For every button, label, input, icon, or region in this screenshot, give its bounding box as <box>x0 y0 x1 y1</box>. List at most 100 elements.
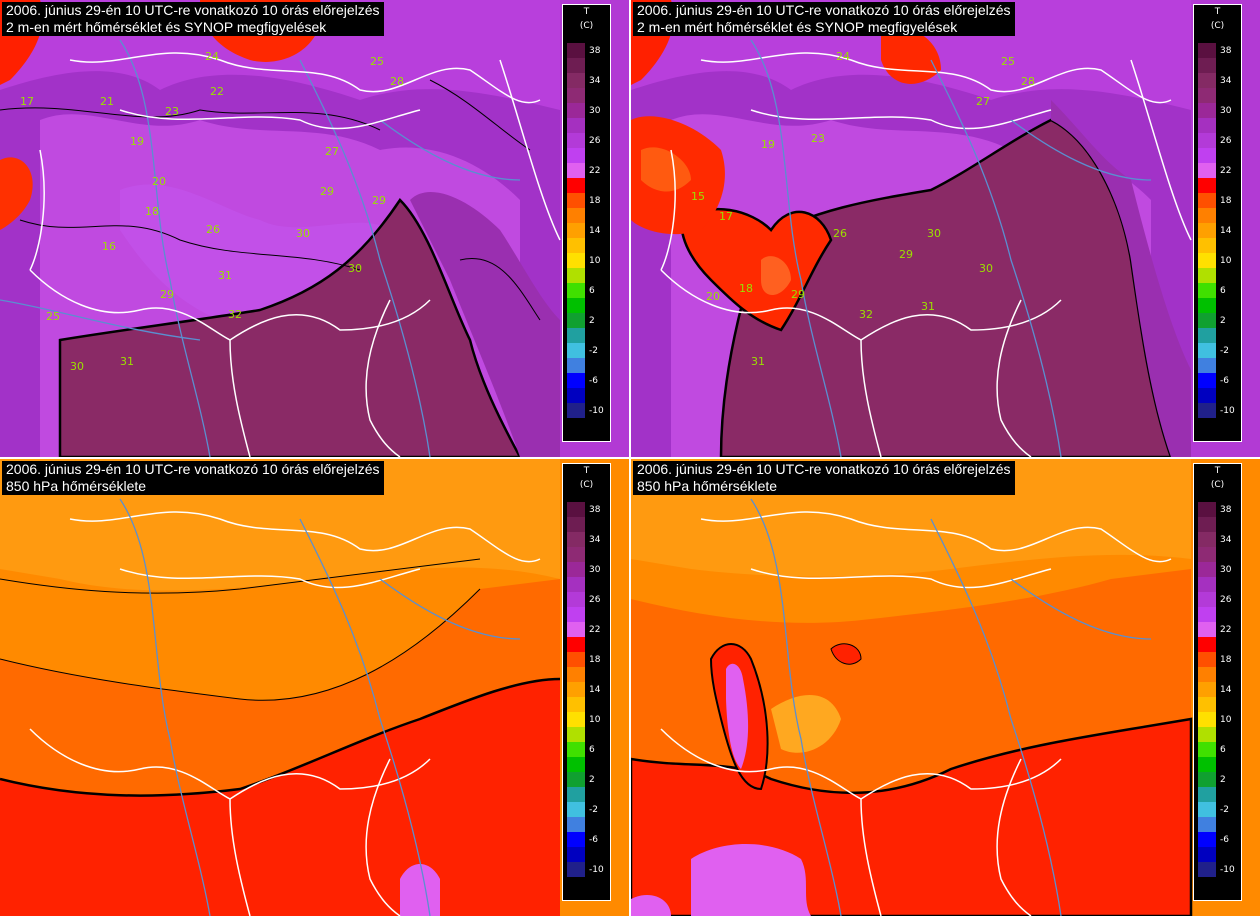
map-title-line1: 2006. június 29-én 10 UTC-re vonatkozó 1… <box>637 461 1011 477</box>
legend-swatch <box>1198 547 1216 562</box>
station-label: 28 <box>390 75 404 88</box>
station-label: 32 <box>859 308 873 321</box>
legend-swatch <box>1198 193 1216 208</box>
station-label: 31 <box>751 355 765 368</box>
legend-swatch <box>1198 682 1216 697</box>
legend-swatch <box>1198 403 1216 418</box>
legend-swatch <box>567 847 585 862</box>
legend-swatch <box>567 313 585 328</box>
station-label: 17 <box>719 210 733 223</box>
legend-tick-label: 6 <box>1220 745 1226 755</box>
legend-tick-label: 34 <box>589 76 601 86</box>
synop-station-labels: 25 28 27 23 26 19 15 17 18 29 30 31 32 2… <box>691 50 1035 368</box>
temperature-map: 25 28 21 17 22 23 27 29 26 19 18 16 20 3… <box>0 0 629 457</box>
legend-swatch <box>1198 88 1216 103</box>
station-label: 17 <box>20 95 34 108</box>
legend-swatch <box>1198 847 1216 862</box>
legend-swatch <box>567 343 585 358</box>
legend-swatch <box>567 328 585 343</box>
map-title-line2: 850 hPa hőmérséklete <box>637 478 778 494</box>
legend-swatch <box>567 133 585 148</box>
legend-tick-label: 14 <box>1220 685 1232 695</box>
legend-swatch <box>567 223 585 238</box>
legend-tick-label: -2 <box>1220 346 1229 356</box>
station-label: 20 <box>152 175 166 188</box>
station-label: 25 <box>370 55 384 68</box>
map-title: 2006. június 29-én 10 UTC-re vonatkozó 1… <box>633 461 1015 495</box>
legend-tick-label: 18 <box>589 196 601 206</box>
legend-swatch <box>1198 268 1216 283</box>
legend-swatch <box>1198 772 1216 787</box>
legend-swatch <box>1198 223 1216 238</box>
legend-tick-label: 18 <box>1220 655 1232 665</box>
legend-swatch <box>1198 757 1216 772</box>
legend-swatch <box>1198 58 1216 73</box>
legend-unit: (C) <box>1210 480 1225 490</box>
legend-swatch <box>567 697 585 712</box>
legend-variable: T <box>1214 7 1221 17</box>
legend-swatch <box>1198 802 1216 817</box>
legend-swatch <box>567 88 585 103</box>
legend-swatch <box>1198 742 1216 757</box>
map-title: 2006. június 29-én 10 UTC-re vonatkozó 1… <box>633 2 1015 36</box>
color-legend: T (C) 38 34 30 26 22 18 14 10 6 2 -2 -6 -10 <box>562 4 611 442</box>
legend-swatch <box>1198 313 1216 328</box>
legend-swatch <box>567 577 585 592</box>
legend-tick-label: 26 <box>589 136 601 146</box>
station-label: 31 <box>120 355 134 368</box>
legend-swatch <box>567 43 585 58</box>
station-label: 29 <box>160 288 174 301</box>
legend-swatch <box>1198 148 1216 163</box>
station-label: 32 <box>228 308 242 321</box>
legend-tick-label: -6 <box>1220 835 1229 845</box>
legend-tick-label: 14 <box>589 226 601 236</box>
legend-tick-label: 10 <box>589 715 601 725</box>
legend-swatch <box>1198 517 1216 532</box>
map-title-line1: 2006. június 29-én 10 UTC-re vonatkozó 1… <box>6 461 380 477</box>
legend-swatch <box>567 802 585 817</box>
legend-tick-label: -2 <box>1220 805 1229 815</box>
legend-tick-label: 22 <box>1220 625 1232 635</box>
temperature-map <box>0 459 629 916</box>
legend-swatch <box>1198 208 1216 223</box>
legend-swatch <box>567 532 585 547</box>
legend-tick-label: 30 <box>589 106 601 116</box>
color-legend: T (C) 38 34 30 26 22 18 14 10 6 2 -2 -6 -10 <box>1193 4 1242 442</box>
legend-swatch <box>1198 592 1216 607</box>
legend-swatch <box>567 757 585 772</box>
legend-swatch <box>1198 163 1216 178</box>
legend-swatch <box>1198 133 1216 148</box>
legend-swatch <box>567 637 585 652</box>
station-label: 16 <box>102 240 116 253</box>
legend-swatch <box>567 817 585 832</box>
legend-swatch <box>567 373 585 388</box>
legend-unit: (C) <box>1210 21 1225 31</box>
legend-tick-label: -6 <box>589 376 598 386</box>
legend-swatch <box>1198 727 1216 742</box>
map-panel-850hpa-b: 2006. június 29-én 10 UTC-re vonatkozó 1… <box>631 459 1260 916</box>
legend-tick-label: 10 <box>589 256 601 266</box>
legend-swatch <box>567 103 585 118</box>
legend-swatch <box>567 667 585 682</box>
legend-tick-label: -10 <box>1220 865 1235 875</box>
legend-tick-label: 26 <box>1220 136 1232 146</box>
legend-swatch <box>567 58 585 73</box>
station-label: 22 <box>210 85 224 98</box>
legend-tick-label: 14 <box>589 685 601 695</box>
legend-unit: (C) <box>579 21 594 31</box>
station-label: 18 <box>145 205 159 218</box>
legend-swatch <box>567 178 585 193</box>
legend-swatch <box>1198 343 1216 358</box>
legend-tick-label: 10 <box>1220 715 1232 725</box>
legend-tick-label: 38 <box>589 46 601 56</box>
legend-swatch <box>567 283 585 298</box>
legend-swatch <box>1198 388 1216 403</box>
station-label: 26 <box>206 223 220 236</box>
map-title-line1: 2006. június 29-én 10 UTC-re vonatkozó 1… <box>637 2 1011 18</box>
color-legend: T (C) 38 34 30 26 22 18 14 10 6 2 -2 -6 -10 <box>1193 463 1242 901</box>
legend-swatch <box>1198 502 1216 517</box>
legend-tick-label: 22 <box>589 166 601 176</box>
map-panel-850hpa-a: 2006. június 29-én 10 UTC-re vonatkozó 1… <box>0 459 629 916</box>
station-label: 27 <box>976 95 990 108</box>
legend-tick-label: 2 <box>1220 316 1226 326</box>
